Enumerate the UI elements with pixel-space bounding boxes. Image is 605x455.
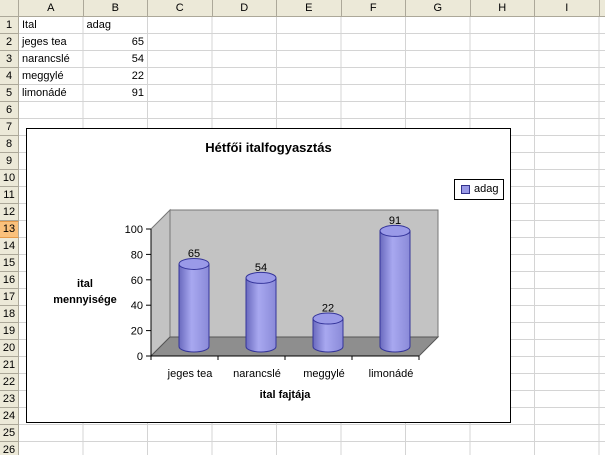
row-header-22[interactable]: 22 [0,374,19,391]
y-tick-label-80: 80 [131,249,143,261]
cell-B1[interactable]: adag [86,19,111,31]
data-label-limonádé: 91 [389,215,401,227]
cylinder-limonádé[interactable] [379,230,411,353]
sheet-row-2: jeges tea 65 [19,34,148,51]
x-axis-ticks [150,356,420,360]
row-header-7[interactable]: 7 [0,119,19,136]
row-header-13-selected[interactable]: 13 [0,221,19,238]
column-header-G[interactable]: G [406,0,471,16]
plot-area: 0 20 40 60 80 100 65 54 22 91 jeges tea narancslé… [125,208,440,380]
cell-B4[interactable]: 22 [131,70,144,82]
y-axis-ticks: 0 20 40 60 80 100 [125,224,151,363]
column-header-F[interactable]: F [341,0,406,16]
row-header-20[interactable]: 20 [0,340,19,357]
column-header-D[interactable]: D [212,0,277,16]
column-header-I[interactable]: I [535,0,600,16]
row-header-5[interactable]: 5 [0,85,19,102]
data-label-jeges tea: 65 [188,248,200,260]
row-header-10[interactable]: 10 [0,170,19,187]
select-all-corner[interactable] [0,0,19,17]
row-header-15[interactable]: 15 [0,255,19,272]
x-axis-title: ital fajtája [259,389,311,401]
cylinder-bars[interactable] [178,224,411,353]
legend-label: adag [474,183,499,195]
cylinder-jeges tea[interactable] [178,263,210,353]
y-axis-title-line2: mennyisége [53,294,117,306]
category-label-limonádé: limonádé [369,368,414,380]
row-header-6[interactable]: 6 [0,102,19,119]
y-tick-label-100: 100 [125,224,143,236]
sheet-row-4: meggylé 22 [19,68,148,85]
cell-B2[interactable]: 65 [131,36,144,48]
row-header-12[interactable]: 12 [0,204,19,221]
row-header-23[interactable]: 23 [0,391,19,408]
cell-A3[interactable]: narancslé [22,53,70,65]
row-header-11[interactable]: 11 [0,187,19,204]
cell-A1[interactable]: Ital [22,19,37,31]
row-header-2[interactable]: 2 [0,34,19,51]
cylinder-top-meggylé[interactable] [312,312,344,325]
cell-A5[interactable]: limonádé [22,87,67,99]
y-tick-label-0: 0 [137,351,143,363]
y-tick-label-60: 60 [131,275,143,287]
column-header-B[interactable]: B [83,0,148,16]
cylinder-top-narancslé[interactable] [245,271,277,284]
row-header-3[interactable]: 3 [0,51,19,68]
cylinder-meggylé[interactable] [312,318,344,353]
sheet-row-1: Ital adag [19,17,148,34]
data-labels: 65 54 22 91 [188,215,401,315]
row-header-8[interactable]: 8 [0,136,19,153]
chart-object[interactable]: Hétfői italfogyasztás adag ital mennyisé… [26,128,511,423]
category-label-meggylé: meggylé [303,368,345,380]
side-wall [150,208,171,358]
sheet-cells: Ital adag jeges tea 65 narancslé 54 meggylé 22 l… [19,17,148,102]
chart-title: Hétfői italfogyasztás [205,140,332,155]
row-headers: 1 2 3 4 5 6 7 8 9 10 11 12 13 14 15 16 17 18 19 20 21 22 23 24 2… [0,17,19,455]
cell-B5[interactable]: 91 [131,87,144,99]
legend-swatch [461,185,470,194]
data-label-meggylé: 22 [322,303,334,315]
sheet-row-5: limonádé 91 [19,85,148,102]
y-tick-label-40: 40 [131,300,143,312]
cell-A2[interactable]: jeges tea [22,36,67,48]
y-axis-title: ital mennyisége [33,276,137,308]
row-header-24[interactable]: 24 [0,408,19,425]
row-header-1[interactable]: 1 [0,17,19,34]
row-header-17[interactable]: 17 [0,289,19,306]
column-header-H[interactable]: H [470,0,535,16]
category-label-jeges tea: jeges tea [167,368,214,380]
row-header-16[interactable]: 16 [0,272,19,289]
sheet-row-3: narancslé 54 [19,51,148,68]
column-header-C[interactable]: C [148,0,213,16]
column-header-E[interactable]: E [277,0,342,16]
column-header-A[interactable]: A [19,0,84,16]
column-header-partial [599,0,605,16]
row-header-4[interactable]: 4 [0,68,19,85]
data-label-narancslé: 54 [255,262,267,274]
row-header-25[interactable]: 25 [0,425,19,442]
row-header-19[interactable]: 19 [0,323,19,340]
category-label-narancslé: narancslé [233,368,281,380]
category-labels: jeges tea narancslé meggylé limonádé [167,368,414,380]
row-header-21[interactable]: 21 [0,357,19,374]
row-header-14[interactable]: 14 [0,238,19,255]
y-tick-label-20: 20 [131,326,143,338]
row-header-26[interactable]: 26 [0,442,19,455]
chart-legend[interactable]: adag [454,179,504,200]
cell-B3[interactable]: 54 [131,53,144,65]
cylinder-narancslé[interactable] [245,277,277,353]
cell-A4[interactable]: meggylé [22,70,64,82]
y-axis-title-line1: ital [77,278,93,290]
row-header-9[interactable]: 9 [0,153,19,170]
row-header-18[interactable]: 18 [0,306,19,323]
cylinder-top-limonádé[interactable] [379,224,411,237]
cylinder-top-jeges tea[interactable] [178,257,210,270]
